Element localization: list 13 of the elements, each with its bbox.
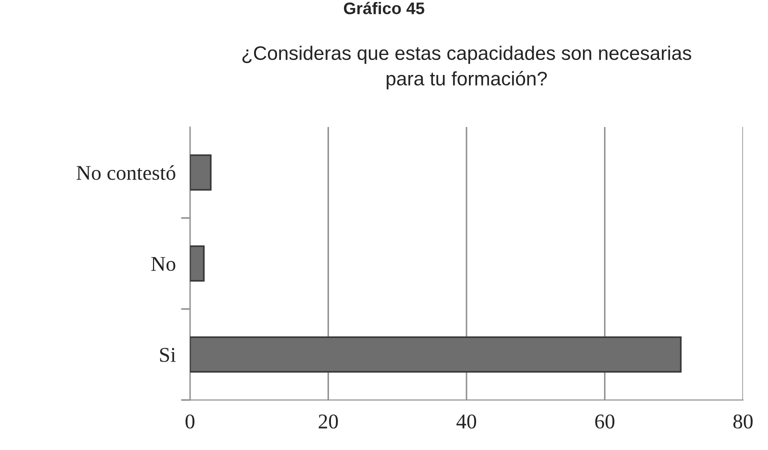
x-tick-label: 0 xyxy=(186,414,194,429)
x-tick-label: 60 xyxy=(595,414,614,429)
bar xyxy=(190,245,205,282)
x-tick-label: 80 xyxy=(733,414,753,429)
text: Gráfico 45 xyxy=(344,2,424,14)
bar xyxy=(190,336,682,373)
chart-title: ¿Consideras que estas capacidades son necesarias para tu formación? xyxy=(242,46,692,90)
x-tick-label: 40 xyxy=(456,414,476,429)
y-tick-label: No xyxy=(151,257,176,271)
x-tick-label: 20 xyxy=(318,414,338,429)
bar xyxy=(190,154,212,191)
y-tick-label: Si xyxy=(160,348,176,362)
y-tick-label: No contestó xyxy=(76,165,176,180)
